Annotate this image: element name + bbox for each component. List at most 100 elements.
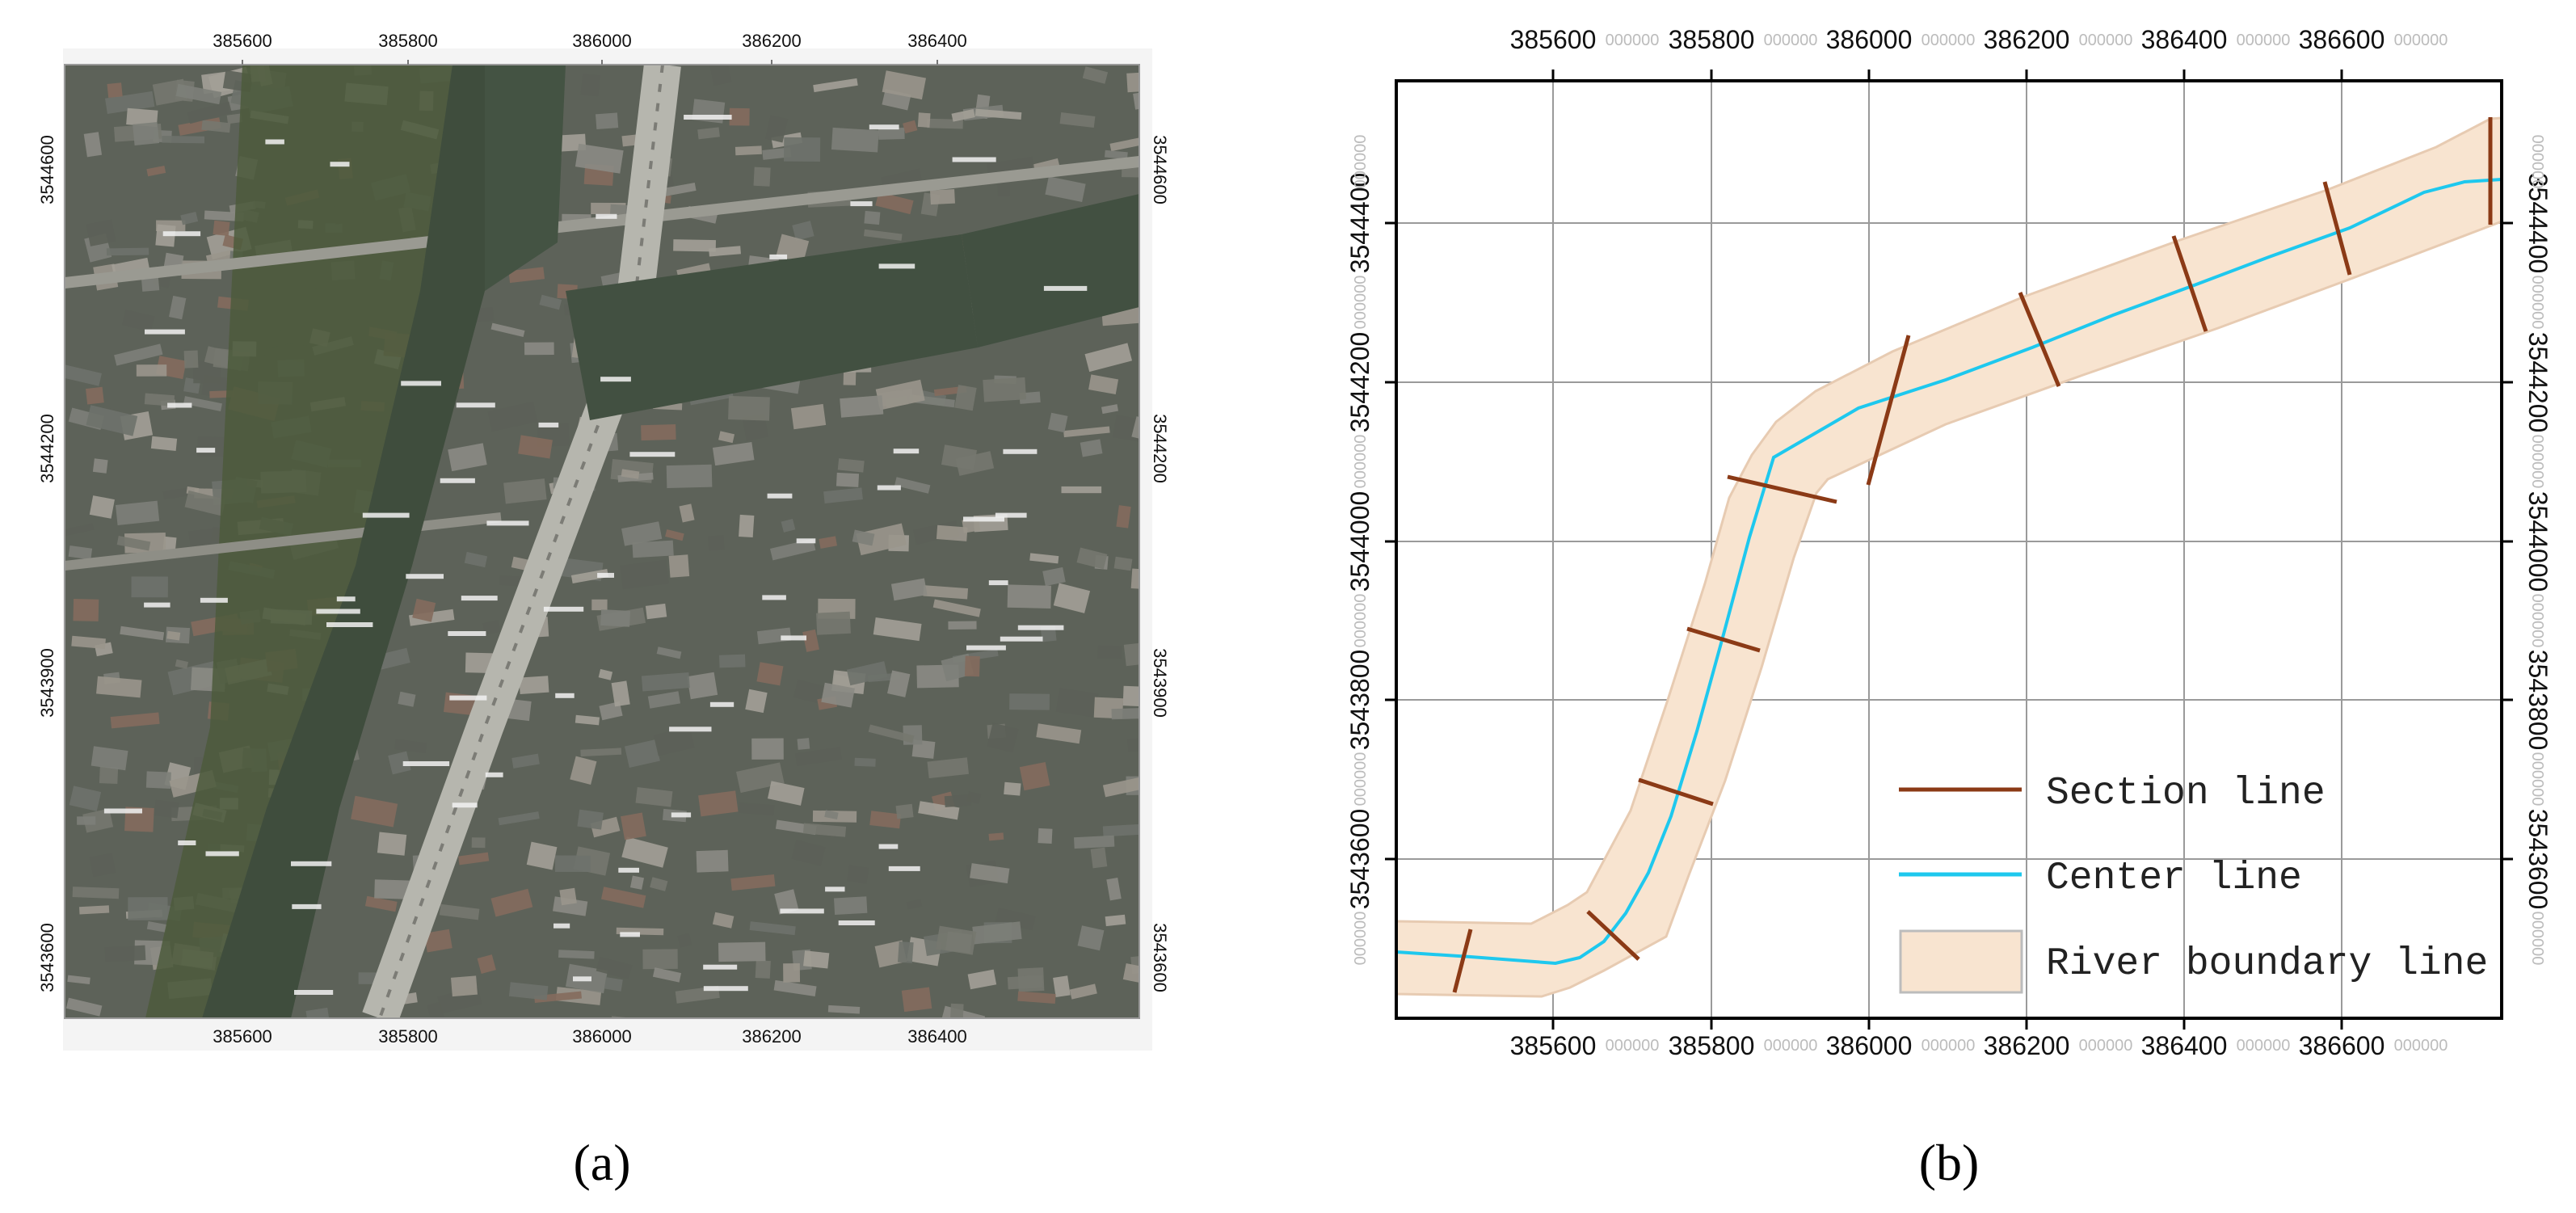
building <box>86 405 138 436</box>
map-label-mark <box>838 920 875 925</box>
building <box>815 611 851 635</box>
building <box>120 625 165 641</box>
building <box>511 753 540 769</box>
building <box>133 121 160 145</box>
building <box>99 766 119 785</box>
map-label-mark <box>162 231 201 237</box>
building <box>755 960 771 979</box>
building <box>1076 547 1108 570</box>
building <box>477 954 496 975</box>
building <box>487 402 538 432</box>
building <box>503 478 547 504</box>
building <box>897 941 914 963</box>
building <box>526 841 558 870</box>
building <box>995 907 1036 931</box>
building <box>1047 412 1068 433</box>
building <box>821 682 855 708</box>
building <box>834 896 868 915</box>
building <box>114 343 163 366</box>
building <box>596 112 619 130</box>
y-minor-left: 000000 <box>1352 435 1370 489</box>
building <box>611 680 630 707</box>
building <box>773 979 817 996</box>
building <box>795 747 842 766</box>
map-label-mark <box>952 157 996 162</box>
building <box>791 840 826 866</box>
river-boundary <box>1396 116 2502 998</box>
map-label-mark <box>1003 449 1038 454</box>
x-tick-bottom: 385800 <box>378 1026 437 1047</box>
map-label-mark <box>103 808 142 814</box>
building <box>577 809 604 830</box>
y-tick-left: 3543800 <box>1345 650 1374 751</box>
building <box>697 127 720 140</box>
building <box>647 691 681 709</box>
panel-b-label: (b) <box>1919 1134 1980 1191</box>
building <box>110 712 160 729</box>
map-label-mark <box>326 622 373 627</box>
building <box>539 294 562 310</box>
x-minor-bottom: 000000 <box>2237 1037 2291 1055</box>
y-tick-right: 3544400 <box>2523 173 2553 274</box>
x-tick-bottom: 386200 <box>742 1026 801 1047</box>
building <box>932 599 981 617</box>
building <box>709 246 741 257</box>
building <box>364 895 398 912</box>
x-tick-top: 385800 <box>1669 25 1755 54</box>
map-label-mark <box>178 840 196 845</box>
building <box>918 801 960 820</box>
building <box>126 107 158 128</box>
building <box>781 518 796 533</box>
x-minor-top: 000000 <box>1764 32 1818 49</box>
map-label-mark <box>988 580 1008 586</box>
building <box>923 585 969 600</box>
building <box>1059 112 1096 128</box>
building <box>663 182 697 196</box>
building <box>783 962 801 983</box>
building <box>718 941 766 962</box>
x-tick-bottom: 386600 <box>2299 1031 2385 1060</box>
building <box>765 115 789 143</box>
map-label-mark <box>618 867 639 873</box>
building <box>813 78 858 93</box>
building <box>1038 828 1053 844</box>
legend-boundary-label: River boundary line <box>2046 942 2488 986</box>
building <box>650 877 668 891</box>
building <box>802 823 847 837</box>
map-label-mark <box>485 772 503 777</box>
building <box>412 598 436 622</box>
panel-a-label: (a) <box>573 1134 630 1191</box>
section-line <box>1638 777 1714 807</box>
x-tick-top: 386400 <box>907 31 966 51</box>
building <box>734 145 762 156</box>
section-lines <box>1452 117 2493 993</box>
building <box>836 472 860 487</box>
x-tick-bottom: 386000 <box>1826 1031 1913 1060</box>
map-label-mark <box>452 802 478 808</box>
x-tick-bottom: 385600 <box>1510 1031 1597 1060</box>
building <box>77 816 96 825</box>
building <box>629 875 645 890</box>
x-tick-top: 386000 <box>1826 25 1913 54</box>
building <box>823 487 863 504</box>
building <box>554 855 591 872</box>
y-minor-left: 000000 <box>1352 276 1370 330</box>
building <box>1069 983 1097 1000</box>
building <box>596 956 633 979</box>
map-label-mark <box>703 986 748 992</box>
building <box>1007 584 1051 609</box>
x-tick-bottom: 386400 <box>2141 1031 2228 1060</box>
x-minor-top: 000000 <box>2237 32 2291 49</box>
building <box>106 247 149 256</box>
building <box>751 738 784 760</box>
building <box>226 113 242 124</box>
building <box>204 210 244 222</box>
building <box>767 781 805 806</box>
building <box>718 431 735 444</box>
building <box>903 120 918 134</box>
building <box>73 599 99 621</box>
building <box>388 751 411 775</box>
map-labels <box>103 115 1088 995</box>
building <box>936 524 968 541</box>
building <box>692 99 726 124</box>
